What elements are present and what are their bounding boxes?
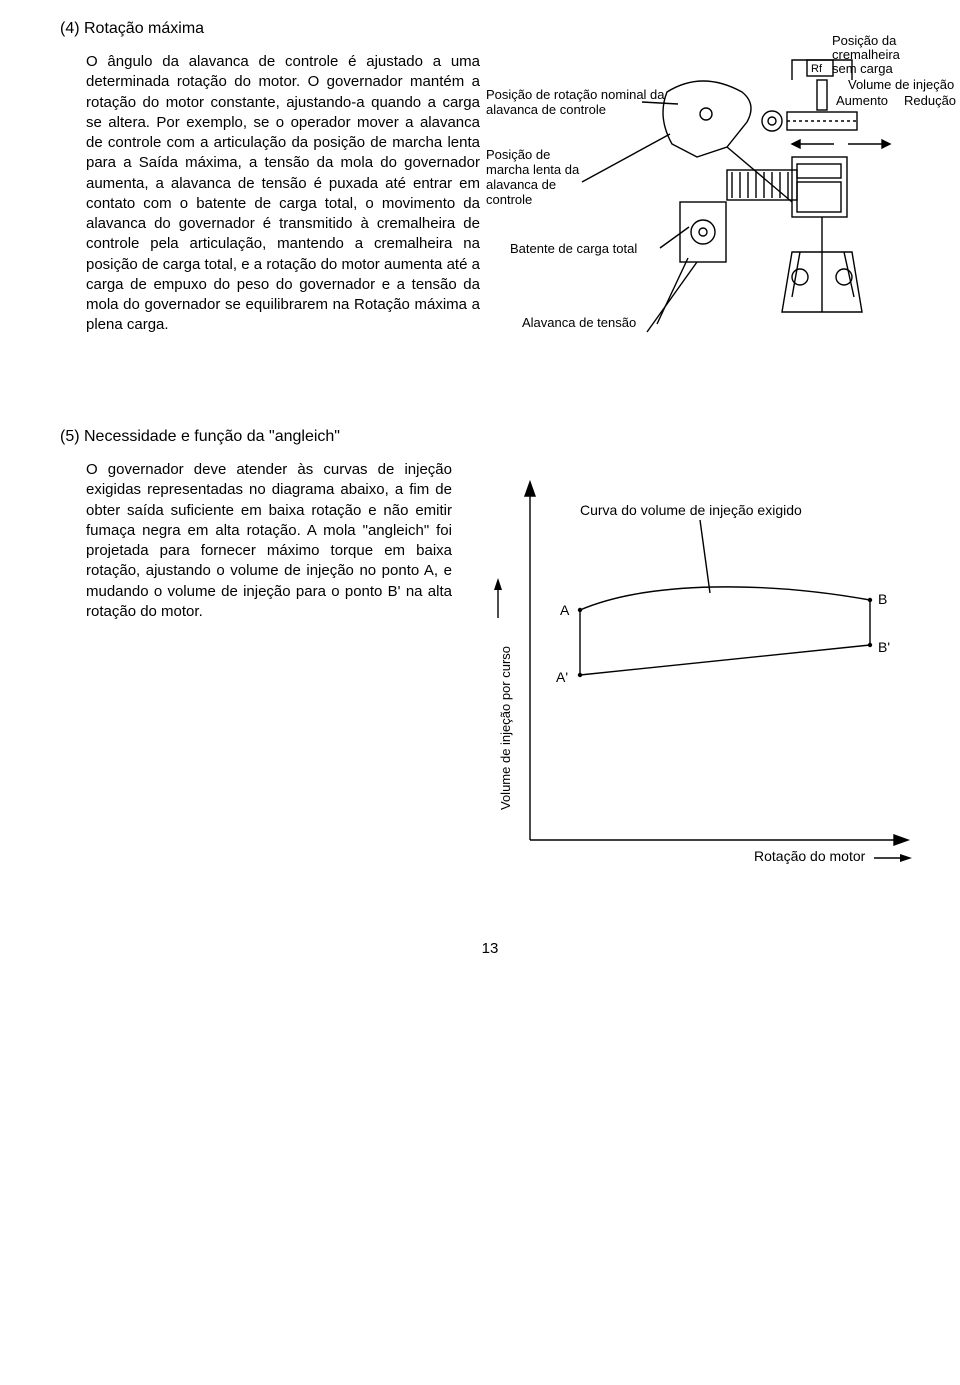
section-4-title: (4) Rotação máxima (60, 20, 920, 38)
fig1-label-idle: Posição de marcha lenta da alavanca de c… (486, 148, 596, 208)
xlabel-arrow-icon (874, 852, 914, 864)
fig1-label-aumento: Aumento (836, 94, 888, 109)
fig1-label-tension: Alavanca de tensão (522, 316, 672, 331)
rf-label: Rf (811, 63, 823, 75)
section-4-body: O ângulo da alavanca de controle é ajust… (60, 52, 480, 336)
fig1-label-rack-c: sem carga (832, 62, 893, 77)
section-5-title: (5) Necessidade e função da "angleich" (60, 428, 920, 446)
section-5-row: O governador deve atender às curvas de i… (60, 460, 920, 900)
section-4: (4) Rotação máxima O ângulo da alavanca … (60, 20, 920, 392)
fig2-xlabel: Rotação do motor (754, 848, 865, 864)
figure-1: Rf Posição de rotação nominal da alavanc… (492, 52, 920, 392)
fig2-point-B: B (878, 591, 887, 607)
fig1-label-volume: Volume de injeção (848, 78, 960, 93)
figure-1-container: Rf Posição de rotação nominal da alavanc… (492, 52, 920, 392)
fig1-label-nominal: Posição de rotação nominal da alavanca d… (486, 88, 666, 118)
fig2-point-Ap: A' (556, 669, 568, 685)
fig2-ylabel: Volume de injeção por curso (498, 646, 513, 810)
page-number: 13 (60, 940, 920, 957)
section-5-body: O governador deve atender às curvas de i… (60, 460, 452, 622)
ylabel-arrow-icon (492, 578, 504, 618)
fig1-label-reducao: Redução (904, 94, 956, 109)
fig2-point-A: A (560, 602, 570, 618)
page-container: (4) Rotação máxima O ângulo da alavanca … (0, 0, 960, 997)
fig1-label-fullload: Batente de carga total (510, 242, 670, 257)
fig2-point-Bp: B' (878, 639, 890, 655)
figure-2-container: A A' B B' Curva do volume de injeção exi… (470, 460, 920, 900)
figure-2-svg: A A' B B' (470, 460, 920, 880)
fig2-curve-label: Curva do volume de injeção exigido (580, 502, 830, 518)
section-4-row: O ângulo da alavanca de controle é ajust… (60, 52, 920, 392)
section-5: (5) Necessidade e função da "angleich" O… (60, 428, 920, 900)
